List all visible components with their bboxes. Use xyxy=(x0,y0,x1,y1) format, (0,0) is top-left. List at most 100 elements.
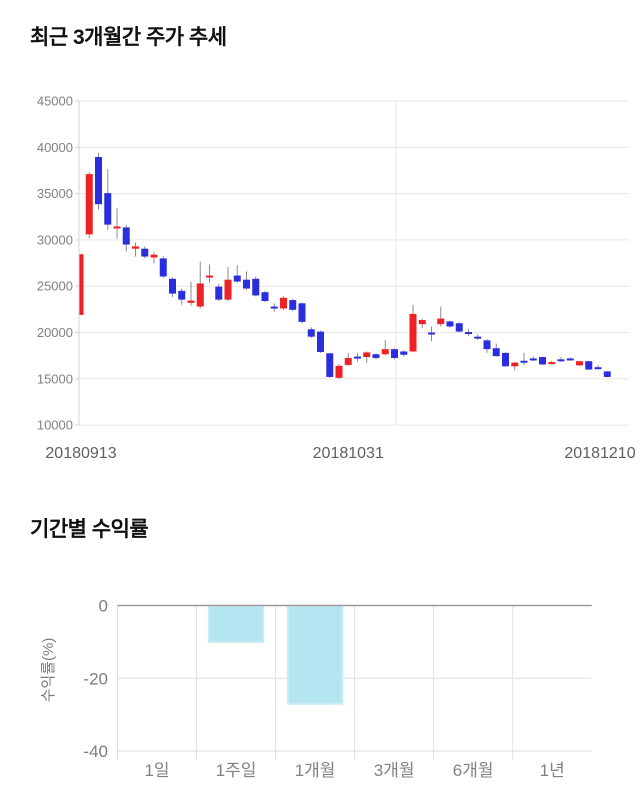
candle-body xyxy=(511,362,519,367)
candle-down xyxy=(502,352,509,367)
candle-body xyxy=(215,286,223,300)
candle-body xyxy=(233,275,241,282)
candle-body xyxy=(169,278,176,294)
candle-body xyxy=(298,303,306,322)
candle-body xyxy=(529,358,537,361)
candle-down xyxy=(520,352,528,365)
candle-body xyxy=(354,356,361,359)
price-candlestick-chart: 45000 40000 35000 30000 25000 20000 15000 10000… xyxy=(37,94,636,463)
candle-body xyxy=(381,349,389,355)
price-chart-title: 최근 3개월간 주가 추세 xyxy=(30,26,227,49)
candle-up xyxy=(381,339,389,356)
candle-up xyxy=(344,352,352,366)
returns-category-label: 1개월 xyxy=(295,761,336,780)
candle-down xyxy=(95,152,102,210)
return-bar xyxy=(207,605,265,643)
candle-up xyxy=(85,172,93,239)
candle-down xyxy=(252,276,260,297)
candle-body xyxy=(317,331,324,352)
candle-body xyxy=(400,351,408,355)
candle-body xyxy=(95,157,102,205)
price-y-tick-label: 30000 xyxy=(37,232,73,247)
candle-up xyxy=(548,360,556,365)
price-grid: 45000 40000 35000 30000 25000 20000 15000 10000 xyxy=(37,94,629,433)
candle-down xyxy=(483,338,491,353)
candle-down xyxy=(391,348,398,360)
candle-body xyxy=(132,246,139,249)
candle-body xyxy=(79,254,84,315)
candle-body xyxy=(326,353,334,377)
candle-down xyxy=(446,320,454,328)
candle-down xyxy=(289,298,297,312)
candle-body xyxy=(224,279,232,300)
candle-down xyxy=(243,271,250,290)
candle-body xyxy=(520,360,528,363)
candle-body xyxy=(178,290,186,300)
candle-down xyxy=(215,283,223,302)
candle-down xyxy=(529,356,537,362)
candle-up xyxy=(409,304,417,353)
candle-body xyxy=(483,340,491,350)
candles-layer xyxy=(79,152,611,379)
candle-down xyxy=(122,225,130,252)
candle-down xyxy=(141,246,149,259)
candle-up xyxy=(79,254,84,315)
candle-body xyxy=(557,359,565,362)
returns-y-tick-label: 0 xyxy=(99,597,108,616)
price-y-tick-label: 45000 xyxy=(37,94,73,109)
candle-down xyxy=(465,328,472,337)
candle-up xyxy=(187,281,195,306)
returns-bar-chart: 0 -20 -40 1일 1주일 1개월 3개월 6개월 1년 xyxy=(83,597,592,780)
candle-body xyxy=(409,313,417,352)
candle-body xyxy=(474,336,482,339)
price-x-tick-label: 20180913 xyxy=(45,445,116,462)
candle-body xyxy=(307,329,315,337)
candle-body xyxy=(85,174,93,235)
candle-down xyxy=(372,353,380,360)
candle-up xyxy=(206,264,213,283)
candle-body xyxy=(446,321,454,327)
candle-body xyxy=(122,227,130,245)
candle-up xyxy=(335,363,343,379)
price-y-tick-label: 20000 xyxy=(37,325,73,340)
candle-body xyxy=(289,300,297,310)
candle-body xyxy=(418,319,426,325)
return-bar xyxy=(286,605,344,705)
candle-body xyxy=(344,357,352,365)
candle-body xyxy=(252,278,260,296)
candle-down xyxy=(178,288,186,305)
candle-down xyxy=(492,343,500,357)
candle-body xyxy=(603,371,611,377)
candle-up xyxy=(363,351,371,364)
candle-body xyxy=(566,358,574,361)
returns-category-label: 1일 xyxy=(144,761,169,780)
candle-down xyxy=(585,360,593,371)
candle-up xyxy=(511,362,519,371)
returns-y-tick-label: -40 xyxy=(83,742,108,761)
candle-body xyxy=(243,279,250,289)
candle-body xyxy=(492,348,500,357)
candle-down xyxy=(307,327,315,339)
candle-body xyxy=(437,318,445,325)
candle-body xyxy=(548,362,556,365)
candle-body xyxy=(159,258,167,277)
candle-body xyxy=(150,254,158,258)
candle-body xyxy=(372,354,380,358)
candle-down xyxy=(455,322,463,333)
candle-up xyxy=(150,252,158,264)
candle-body xyxy=(104,193,112,225)
candle-down xyxy=(298,302,306,324)
candle-body xyxy=(196,283,204,307)
returns-y-tick-label: -20 xyxy=(83,669,108,688)
candle-body xyxy=(465,332,472,335)
candle-down xyxy=(474,334,482,340)
candle-up xyxy=(196,261,204,309)
returns-category-label: 6개월 xyxy=(453,761,494,780)
candle-body xyxy=(428,332,435,335)
returns-chart-title: 기간별 수익률 xyxy=(30,518,149,541)
candle-body xyxy=(594,367,602,370)
candle-down xyxy=(539,356,546,365)
candle-body xyxy=(455,323,463,332)
price-x-tick-label: 20181210 xyxy=(564,445,635,462)
price-y-tick-label: 25000 xyxy=(37,279,73,294)
